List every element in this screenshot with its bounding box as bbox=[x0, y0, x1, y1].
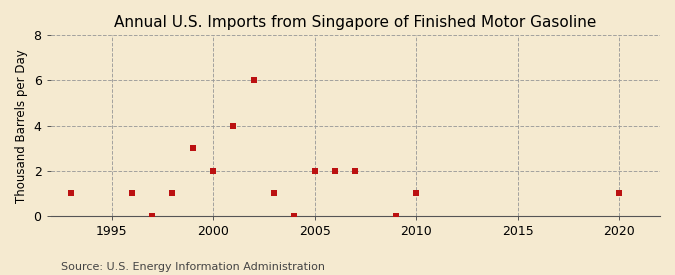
Point bbox=[289, 214, 300, 218]
Text: Source: U.S. Energy Information Administration: Source: U.S. Energy Information Administ… bbox=[61, 262, 325, 272]
Point bbox=[65, 191, 76, 196]
Point bbox=[411, 191, 422, 196]
Point bbox=[167, 191, 178, 196]
Title: Annual U.S. Imports from Singapore of Finished Motor Gasoline: Annual U.S. Imports from Singapore of Fi… bbox=[114, 15, 597, 30]
Point bbox=[228, 123, 239, 128]
Point bbox=[614, 191, 625, 196]
Point bbox=[391, 214, 402, 218]
Point bbox=[188, 146, 198, 150]
Y-axis label: Thousand Barrels per Day: Thousand Barrels per Day bbox=[15, 49, 28, 202]
Point bbox=[329, 169, 340, 173]
Point bbox=[208, 169, 219, 173]
Point bbox=[269, 191, 279, 196]
Point bbox=[350, 169, 360, 173]
Point bbox=[126, 191, 137, 196]
Point bbox=[248, 78, 259, 83]
Point bbox=[146, 214, 157, 218]
Point bbox=[309, 169, 320, 173]
